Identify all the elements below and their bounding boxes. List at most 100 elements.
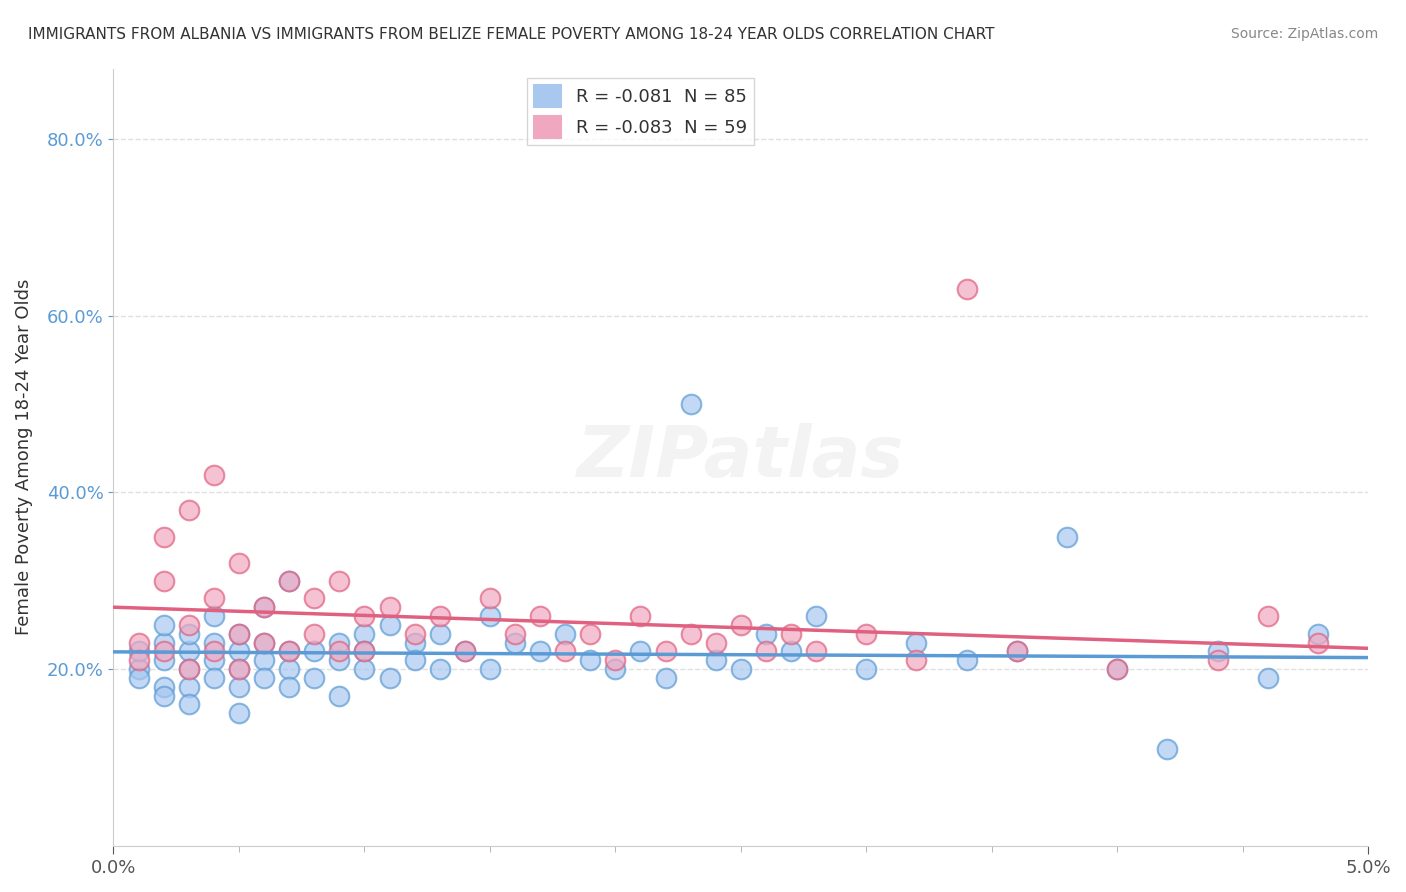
Point: [404, 627, 426, 641]
Point: [429, 662, 451, 676]
Point: [454, 644, 477, 658]
Point: [956, 653, 979, 667]
Legend: R = -0.081  N = 85, R = -0.083  N = 59: R = -0.081 N = 85, R = -0.083 N = 59: [527, 78, 754, 145]
Point: [202, 671, 225, 685]
Y-axis label: Female Poverty Among 18-24 Year Olds: Female Poverty Among 18-24 Year Olds: [15, 279, 32, 635]
Point: [202, 644, 225, 658]
Point: [855, 662, 877, 676]
Point: [228, 644, 250, 658]
Point: [228, 556, 250, 570]
Point: [353, 644, 375, 658]
Point: [202, 653, 225, 667]
Point: [278, 574, 301, 588]
Point: [429, 627, 451, 641]
Point: [679, 397, 702, 411]
Point: [353, 644, 375, 658]
Point: [202, 467, 225, 482]
Point: [554, 627, 576, 641]
Point: [177, 698, 200, 712]
Point: [253, 600, 276, 615]
Point: [429, 609, 451, 624]
Point: [654, 644, 676, 658]
Point: [128, 635, 150, 649]
Point: [1257, 671, 1279, 685]
Point: [302, 591, 325, 606]
Point: [278, 574, 301, 588]
Point: [253, 635, 276, 649]
Point: [378, 600, 401, 615]
Point: [177, 503, 200, 517]
Point: [228, 627, 250, 641]
Point: [503, 635, 526, 649]
Point: [1005, 644, 1028, 658]
Point: [177, 662, 200, 676]
Point: [202, 635, 225, 649]
Point: [1306, 627, 1329, 641]
Point: [253, 600, 276, 615]
Point: [128, 653, 150, 667]
Point: [454, 644, 477, 658]
Text: Source: ZipAtlas.com: Source: ZipAtlas.com: [1230, 27, 1378, 41]
Point: [177, 618, 200, 632]
Point: [478, 591, 501, 606]
Point: [1206, 653, 1229, 667]
Point: [253, 671, 276, 685]
Point: [755, 644, 778, 658]
Point: [177, 627, 200, 641]
Point: [1306, 635, 1329, 649]
Point: [478, 662, 501, 676]
Point: [404, 653, 426, 667]
Point: [278, 680, 301, 694]
Point: [353, 662, 375, 676]
Point: [278, 644, 301, 658]
Point: [1107, 662, 1129, 676]
Point: [905, 635, 928, 649]
Point: [177, 680, 200, 694]
Point: [278, 662, 301, 676]
Point: [152, 574, 174, 588]
Point: [956, 282, 979, 296]
Point: [152, 635, 174, 649]
Point: [152, 680, 174, 694]
Point: [1382, 662, 1405, 676]
Point: [804, 644, 827, 658]
Point: [404, 635, 426, 649]
Point: [630, 609, 652, 624]
Point: [128, 644, 150, 658]
Point: [328, 689, 350, 703]
Point: [278, 644, 301, 658]
Point: [755, 627, 778, 641]
Point: [353, 627, 375, 641]
Point: [152, 618, 174, 632]
Point: [1005, 644, 1028, 658]
Point: [152, 644, 174, 658]
Point: [253, 635, 276, 649]
Point: [202, 609, 225, 624]
Text: IMMIGRANTS FROM ALBANIA VS IMMIGRANTS FROM BELIZE FEMALE POVERTY AMONG 18-24 YEA: IMMIGRANTS FROM ALBANIA VS IMMIGRANTS FR…: [28, 27, 994, 42]
Point: [730, 662, 752, 676]
Point: [679, 627, 702, 641]
Point: [1107, 662, 1129, 676]
Point: [503, 627, 526, 641]
Point: [228, 706, 250, 721]
Point: [228, 680, 250, 694]
Point: [328, 574, 350, 588]
Point: [1156, 741, 1178, 756]
Point: [1257, 609, 1279, 624]
Point: [328, 635, 350, 649]
Point: [302, 644, 325, 658]
Point: [579, 627, 602, 641]
Point: [177, 662, 200, 676]
Point: [605, 662, 627, 676]
Text: ZIPatlas: ZIPatlas: [576, 423, 904, 491]
Point: [855, 627, 877, 641]
Point: [579, 653, 602, 667]
Point: [152, 653, 174, 667]
Point: [704, 653, 727, 667]
Point: [780, 644, 803, 658]
Point: [1206, 644, 1229, 658]
Point: [554, 644, 576, 658]
Point: [152, 689, 174, 703]
Point: [654, 671, 676, 685]
Point: [529, 609, 551, 624]
